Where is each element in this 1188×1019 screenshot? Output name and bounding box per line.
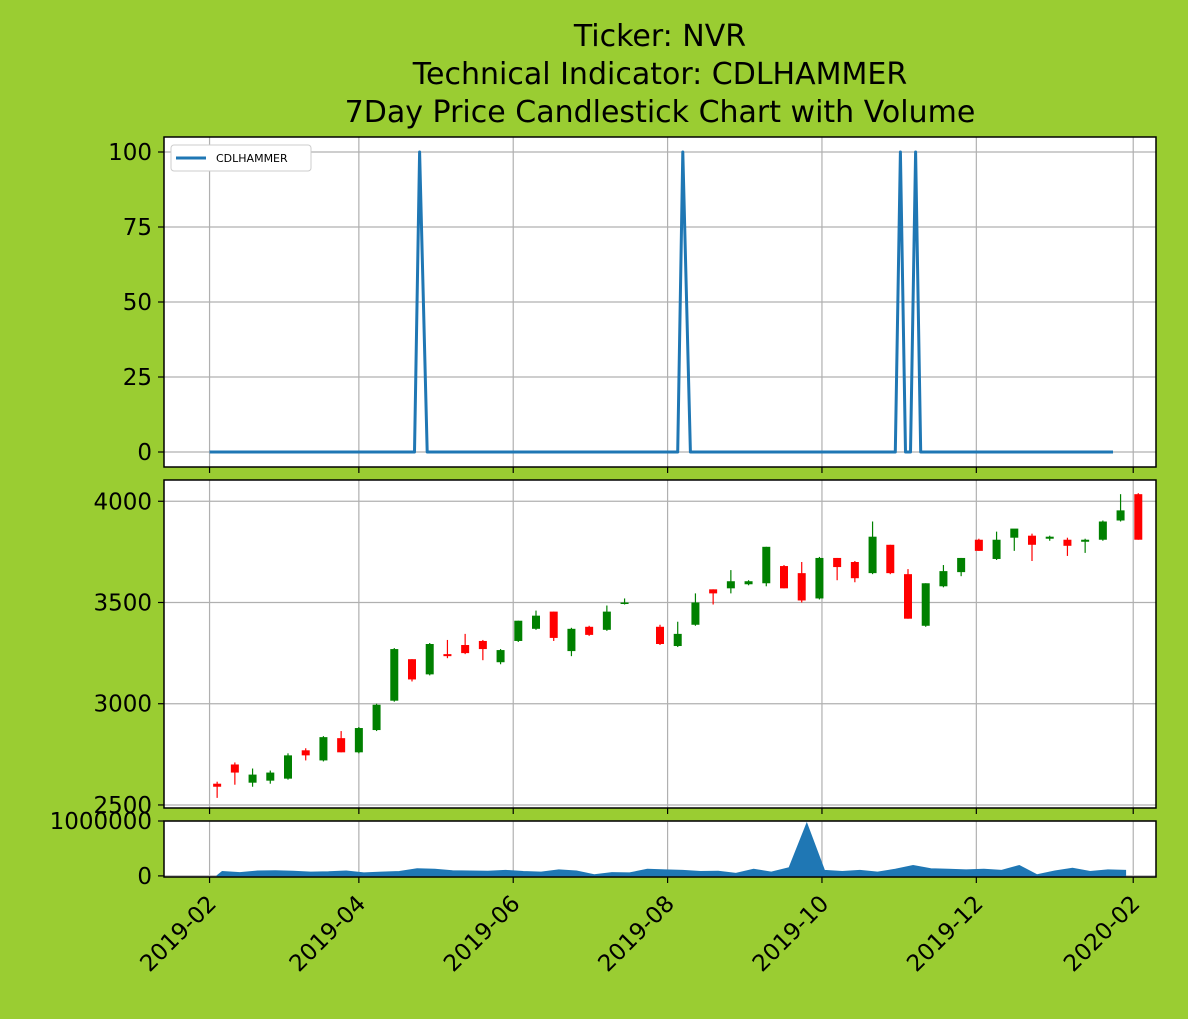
- ind-y-tick-label: 75: [123, 215, 152, 241]
- candle-body: [408, 659, 416, 680]
- candle-body: [974, 539, 983, 551]
- candle-body: [620, 602, 629, 604]
- price-frame: [163, 479, 1157, 809]
- ind-y-tick-label: 100: [108, 140, 152, 166]
- candle-body: [762, 546, 771, 584]
- candle-body: [992, 539, 1001, 559]
- candle-body: [1081, 539, 1090, 542]
- ind-y-tick-label: 50: [123, 290, 152, 316]
- candle-body: [585, 626, 594, 635]
- candle-body: [1010, 528, 1019, 538]
- candle-body: [478, 640, 487, 650]
- candle-body: [461, 645, 470, 654]
- price-grid: [164, 480, 1156, 808]
- candle-body: [266, 772, 275, 781]
- candle-body: [744, 581, 753, 585]
- vol-y-tick-label: 1000000: [50, 809, 152, 835]
- price-y-tick-label: 4000: [93, 489, 152, 515]
- title-line-chart-type: 7Day Price Candlestick Chart with Volume: [345, 95, 976, 130]
- candle-body: [213, 783, 222, 787]
- candle-body: [868, 536, 877, 574]
- title-line-indicator: Technical Indicator: CDLHAMMER: [412, 57, 907, 92]
- candle-body: [425, 644, 434, 675]
- indicator-panel: 0 25 50 75 100 CDLHAMMER: [108, 136, 1157, 473]
- candle-body: [319, 737, 328, 761]
- candle-body: [691, 602, 700, 625]
- volume-panel: 0 1000000: [50, 809, 1157, 890]
- volume-axes: 0 1000000: [50, 809, 1134, 890]
- candle-body: [1063, 539, 1072, 546]
- price-panel: 2500 3000 3500 4000: [93, 479, 1157, 819]
- candle-body: [390, 649, 399, 701]
- candle-body: [726, 581, 735, 589]
- indicator-frame: [163, 136, 1157, 468]
- candle-body: [230, 764, 239, 773]
- price-axes: 2500 3000 3500 4000: [93, 489, 1134, 819]
- volume-plot-area: [164, 821, 1156, 877]
- volume-frame: [163, 820, 1157, 878]
- indicator-legend: CDLHAMMER: [170, 144, 312, 172]
- candle-body: [957, 557, 966, 573]
- indicator-series: [209, 150, 1113, 454]
- ind-y-tick-label: 25: [123, 365, 152, 391]
- candle-body: [921, 583, 930, 626]
- candle-body: [284, 755, 292, 779]
- price-y-tick-label: 2500: [93, 793, 152, 819]
- vol-y-tick-label: 0: [137, 864, 152, 890]
- candle-body: [797, 573, 806, 601]
- title-line-ticker: Ticker: NVR: [573, 19, 746, 54]
- candle-body: [815, 557, 824, 599]
- candle-body: [709, 589, 718, 594]
- volume-area: [216, 821, 1127, 877]
- candle-body: [886, 544, 895, 574]
- candle-body: [1045, 536, 1054, 539]
- candle-body: [833, 557, 842, 568]
- candle-body: [301, 750, 310, 756]
- candle-body: [656, 626, 664, 644]
- candle-body: [939, 571, 948, 587]
- candle-body: [337, 738, 346, 753]
- candle-body: [780, 566, 788, 589]
- candle-body: [549, 611, 558, 638]
- candle-body: [602, 611, 611, 630]
- candle-body: [496, 650, 505, 663]
- candle-body: [372, 704, 381, 731]
- candle-body: [514, 620, 523, 641]
- legend-box: [170, 144, 312, 172]
- candle-body: [248, 774, 257, 783]
- price-y-tick-label: 3000: [93, 692, 152, 718]
- ind-y-tick-label: 0: [137, 440, 152, 466]
- candle-body: [567, 628, 576, 652]
- candle-body: [1028, 535, 1036, 545]
- price-y-tick-label: 3500: [93, 590, 152, 616]
- indicator-axes: 0 25 50 75 100: [108, 140, 1134, 473]
- candle-body: [673, 633, 682, 647]
- candle-body: [904, 574, 912, 619]
- candle-body: [1134, 494, 1143, 540]
- candle-body: [1098, 521, 1107, 540]
- volume-series: [216, 821, 1127, 877]
- candle-body: [1116, 510, 1125, 521]
- cdlhammer-line: [209, 150, 1113, 454]
- candle-body: [532, 615, 540, 629]
- legend-label-cdlhammer: CDLHAMMER: [216, 152, 288, 165]
- candle-body: [354, 728, 363, 753]
- candle-body: [850, 562, 859, 579]
- price-candles: [213, 493, 1143, 798]
- candle-body: [443, 654, 452, 657]
